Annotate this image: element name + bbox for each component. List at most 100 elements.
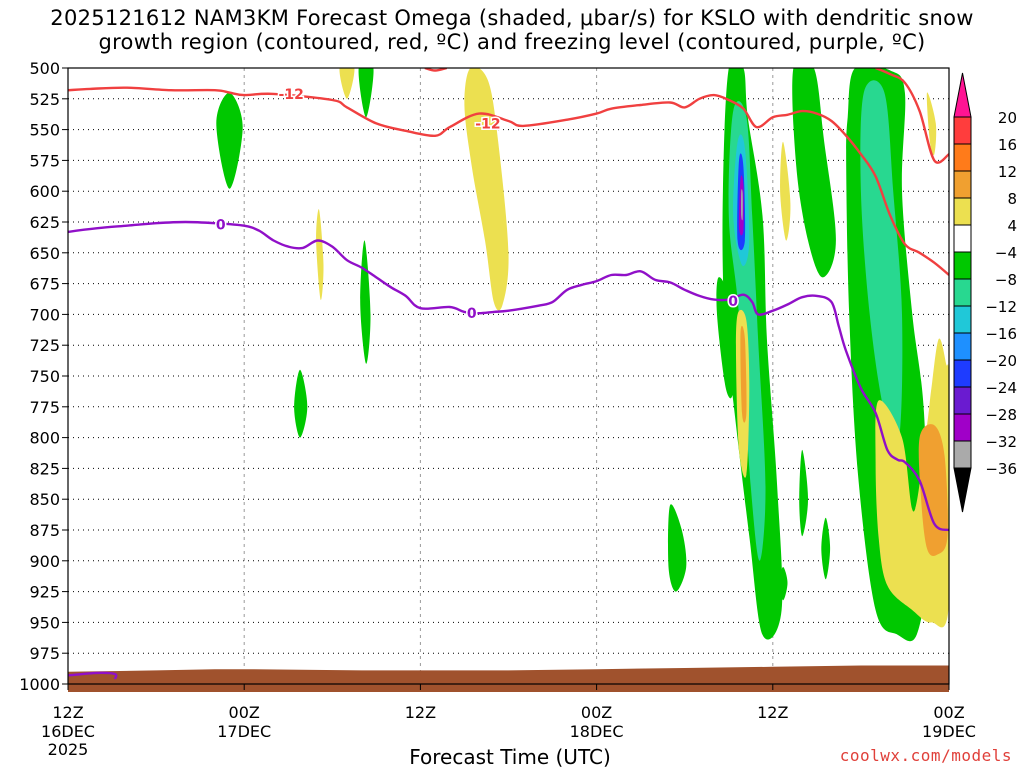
contour-label-1: -12 <box>475 116 500 132</box>
x-tick-date-0: 16DEC <box>41 722 95 741</box>
y-tick-label-625: 625 <box>29 213 60 232</box>
x-tick-date-60: 19DEC <box>922 722 976 741</box>
omega-region-7 <box>667 504 687 592</box>
chart-title-line-1: 2025121612 NAM3KM Forecast Omega (shaded… <box>50 6 974 30</box>
temperature-contours: -12 -12 0 0 0 <box>68 68 949 680</box>
colorbar-swatch-8 <box>953 305 972 334</box>
omega-region-22 <box>918 424 948 557</box>
omega-region-21 <box>875 338 949 628</box>
x-tick-label-24: 12Z <box>405 703 436 722</box>
x-tick-label-0: 12Z <box>52 703 83 722</box>
omega-region-17 <box>792 68 836 278</box>
omega-region-6 <box>294 369 308 438</box>
y-tick-label-1000: 1000 <box>19 675 60 694</box>
y-tick-label-500: 500 <box>29 59 60 78</box>
y-tick-label-725: 725 <box>29 336 60 355</box>
x-tick-label-36: 00Z <box>581 703 612 722</box>
y-tick-label-550: 550 <box>29 121 60 140</box>
y-tick-label-900: 900 <box>29 552 60 571</box>
colorbar-swatch-12 <box>953 413 972 442</box>
terrain-ground <box>68 665 949 692</box>
colorbar-swatch-7 <box>953 278 972 307</box>
colorbar-label-0: 20 <box>998 109 1017 127</box>
colorbar-label-3: 8 <box>1007 190 1017 208</box>
omega-region-18 <box>780 141 791 241</box>
omega-region-26 <box>778 567 788 601</box>
y-tick-label-800: 800 <box>29 429 60 448</box>
contour-line-2 <box>875 68 949 164</box>
colorbar: 20 16 12 8 4 −4 −8 −12 −16 −20 −24 −28 −32 −36 <box>953 72 1017 513</box>
colorbar-swatch-6 <box>953 251 972 280</box>
omega-region-16 <box>740 325 747 423</box>
colorbar-label-9: −20 <box>985 352 1017 370</box>
y-tick-label-750: 750 <box>29 367 60 386</box>
contour-label-2: 0 <box>216 217 226 233</box>
chart-title-line-2: growth region (contoured, red, ºC) and f… <box>98 30 926 54</box>
omega-region-4 <box>316 209 324 301</box>
colorbar-label-10: −24 <box>985 379 1017 397</box>
x-axis-title: Forecast Time (UTC) <box>409 745 611 769</box>
y-tick-label-650: 650 <box>29 244 60 263</box>
y-tick-label-600: 600 <box>29 182 60 201</box>
colorbar-label-11: −28 <box>985 406 1017 424</box>
terrain-fill <box>68 665 949 692</box>
x-tick-date-12: 17DEC <box>217 722 271 741</box>
contour-line-3 <box>68 220 949 532</box>
colorbar-swatch-4 <box>953 197 972 226</box>
colorbar-label-5: −4 <box>995 244 1017 262</box>
colorbar-swatch-10 <box>953 359 972 388</box>
contour-line-0 <box>68 86 949 276</box>
colorbar-swatch-2 <box>953 143 972 172</box>
colorbar-top-arrow <box>953 72 972 118</box>
omega-region-20 <box>860 80 903 444</box>
y-tick-label-925: 925 <box>29 583 60 602</box>
y-tick-label-575: 575 <box>29 151 60 170</box>
omega-shading <box>216 68 949 642</box>
colorbar-label-8: −16 <box>985 325 1017 343</box>
y-tick-label-875: 875 <box>29 521 60 540</box>
x-tick-label-12: 00Z <box>229 703 260 722</box>
y-tick-label-775: 775 <box>29 398 60 417</box>
omega-region-25 <box>821 517 831 580</box>
contour-label-0: -12 <box>279 87 304 103</box>
omega-region-1 <box>339 68 355 99</box>
x-tick-label-60: 00Z <box>933 703 964 722</box>
credit-link[interactable]: coolwx.com/models <box>839 746 1012 765</box>
y-tick-label-975: 975 <box>29 644 60 663</box>
x-tick-label-48: 12Z <box>757 703 788 722</box>
contour-label-4: 0 <box>728 294 738 310</box>
y-tick-label-675: 675 <box>29 275 60 294</box>
y-tick-label-950: 950 <box>29 613 60 632</box>
colorbar-label-13: −36 <box>985 460 1017 478</box>
y-tick-label-525: 525 <box>29 90 60 109</box>
omega-region-2 <box>358 68 374 118</box>
contour-label-3: 0 <box>467 306 477 322</box>
omega-region-14 <box>716 277 734 399</box>
colorbar-swatch-3 <box>953 170 972 199</box>
omega-region-0 <box>216 92 243 189</box>
omega-region-13 <box>741 189 743 221</box>
y-tick-label-700: 700 <box>29 305 60 324</box>
y-axis: 500 525 550 575 600 625 650 675 700 725 750 775 800 8… <box>19 59 68 694</box>
colorbar-swatch-9 <box>953 332 972 361</box>
colorbar-label-7: −12 <box>985 298 1017 316</box>
contour-line-4 <box>68 671 118 680</box>
x-tick-year-0: 2025 <box>48 740 89 759</box>
colorbar-label-2: 12 <box>998 163 1017 181</box>
gridlines <box>68 68 949 684</box>
colorbar-swatch-13 <box>953 440 972 469</box>
x-tick-date-36: 18DEC <box>570 722 624 741</box>
y-tick-label-825: 825 <box>29 459 60 478</box>
colorbar-label-4: 4 <box>1007 217 1017 235</box>
colorbar-swatch-5 <box>953 224 972 253</box>
omega-region-23 <box>926 92 937 156</box>
colorbar-bottom-arrow <box>953 467 972 513</box>
colorbar-label-1: 16 <box>998 136 1017 154</box>
colorbar-swatch-11 <box>953 386 972 415</box>
contour-line-1 <box>424 68 448 72</box>
colorbar-label-12: −32 <box>985 433 1017 451</box>
colorbar-label-6: −8 <box>995 271 1017 289</box>
colorbar-swatch-1 <box>953 116 972 145</box>
